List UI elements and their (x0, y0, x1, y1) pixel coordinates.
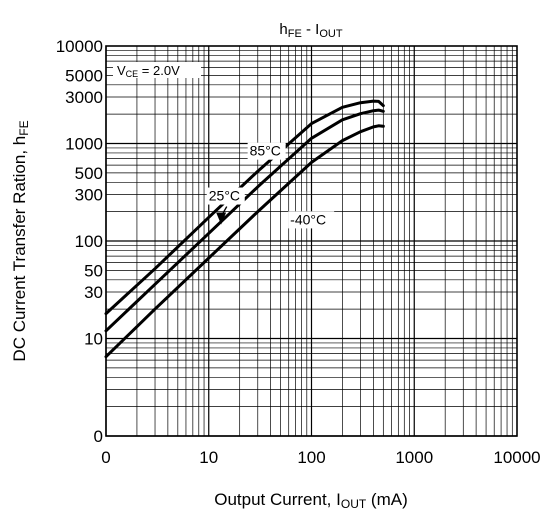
x-axis-label: Output Current, IOUT (mA) (214, 490, 408, 511)
chart-title-sub2: OUT (319, 28, 343, 40)
series-line-0 (104, 99, 385, 316)
x-axis-label-text: Output Current, I (214, 490, 341, 509)
x-axis-label-unit: (mA) (366, 490, 408, 509)
condition-label: VCE = 2.0V (113, 62, 201, 79)
series-label-bg (247, 142, 286, 160)
chart-title-sub1: FE (288, 28, 302, 40)
chart-title-sep: - I (302, 21, 320, 38)
y-tick-label: 100 (75, 232, 103, 251)
label-arrow-head (216, 212, 227, 225)
y-tick-label: 30 (84, 283, 103, 302)
x-axis-label-sub: OUT (341, 497, 367, 511)
series-layer (104, 99, 385, 359)
y-axis-label: DC Current Transfer Ration, hFE (10, 120, 31, 361)
series-labels: 85°C 25°C -40°C (206, 142, 335, 229)
x-tick-labels: 0 10 100 1000 10000 (101, 448, 540, 467)
y-tick-label: 10 (84, 330, 103, 349)
series-line-1 (104, 108, 385, 333)
condition-subscript: CE (126, 69, 139, 79)
condition-prefix: V (117, 63, 126, 78)
y-tick-label: 1000 (65, 135, 103, 154)
series-label-bg (288, 211, 335, 229)
plot-frame (105, 45, 518, 437)
series-label-1: 25°C (209, 188, 240, 204)
series-line-2 (104, 124, 385, 359)
y-axis-label-text: DC Current Transfer Ration, h (10, 136, 29, 362)
svg-text:VCE = 2.0V: VCE = 2.0V (117, 63, 180, 79)
y-tick-label: 10000 (56, 37, 103, 56)
x-tick-label: 10000 (493, 448, 540, 467)
x-tick-label: 100 (297, 448, 325, 467)
chart-title: hFE - IOUT (279, 21, 342, 40)
condition-value: = 2.0V (138, 63, 180, 78)
y-tick-label: 3000 (65, 88, 103, 107)
series-label-bg (206, 187, 245, 205)
series-label-2: -40°C (290, 211, 326, 227)
x-tick-label: 10 (199, 448, 218, 467)
chart-title-main: h (279, 21, 287, 38)
y-tick-label: 500 (75, 164, 103, 183)
y-tick-label: 50 (84, 261, 103, 280)
y-tick-labels: 0 10 30 50 100 300 500 1000 3000 5000 10000 (56, 37, 103, 446)
x-tick-label: 0 (101, 448, 110, 467)
y-axis-label-sub: FE (17, 120, 31, 135)
y-tick-label: 5000 (65, 66, 103, 85)
series-label-0: 85°C (250, 143, 281, 159)
y-tick-label: 300 (75, 185, 103, 204)
x-tick-label: 1000 (395, 448, 433, 467)
y-tick-label: 0 (94, 427, 103, 446)
